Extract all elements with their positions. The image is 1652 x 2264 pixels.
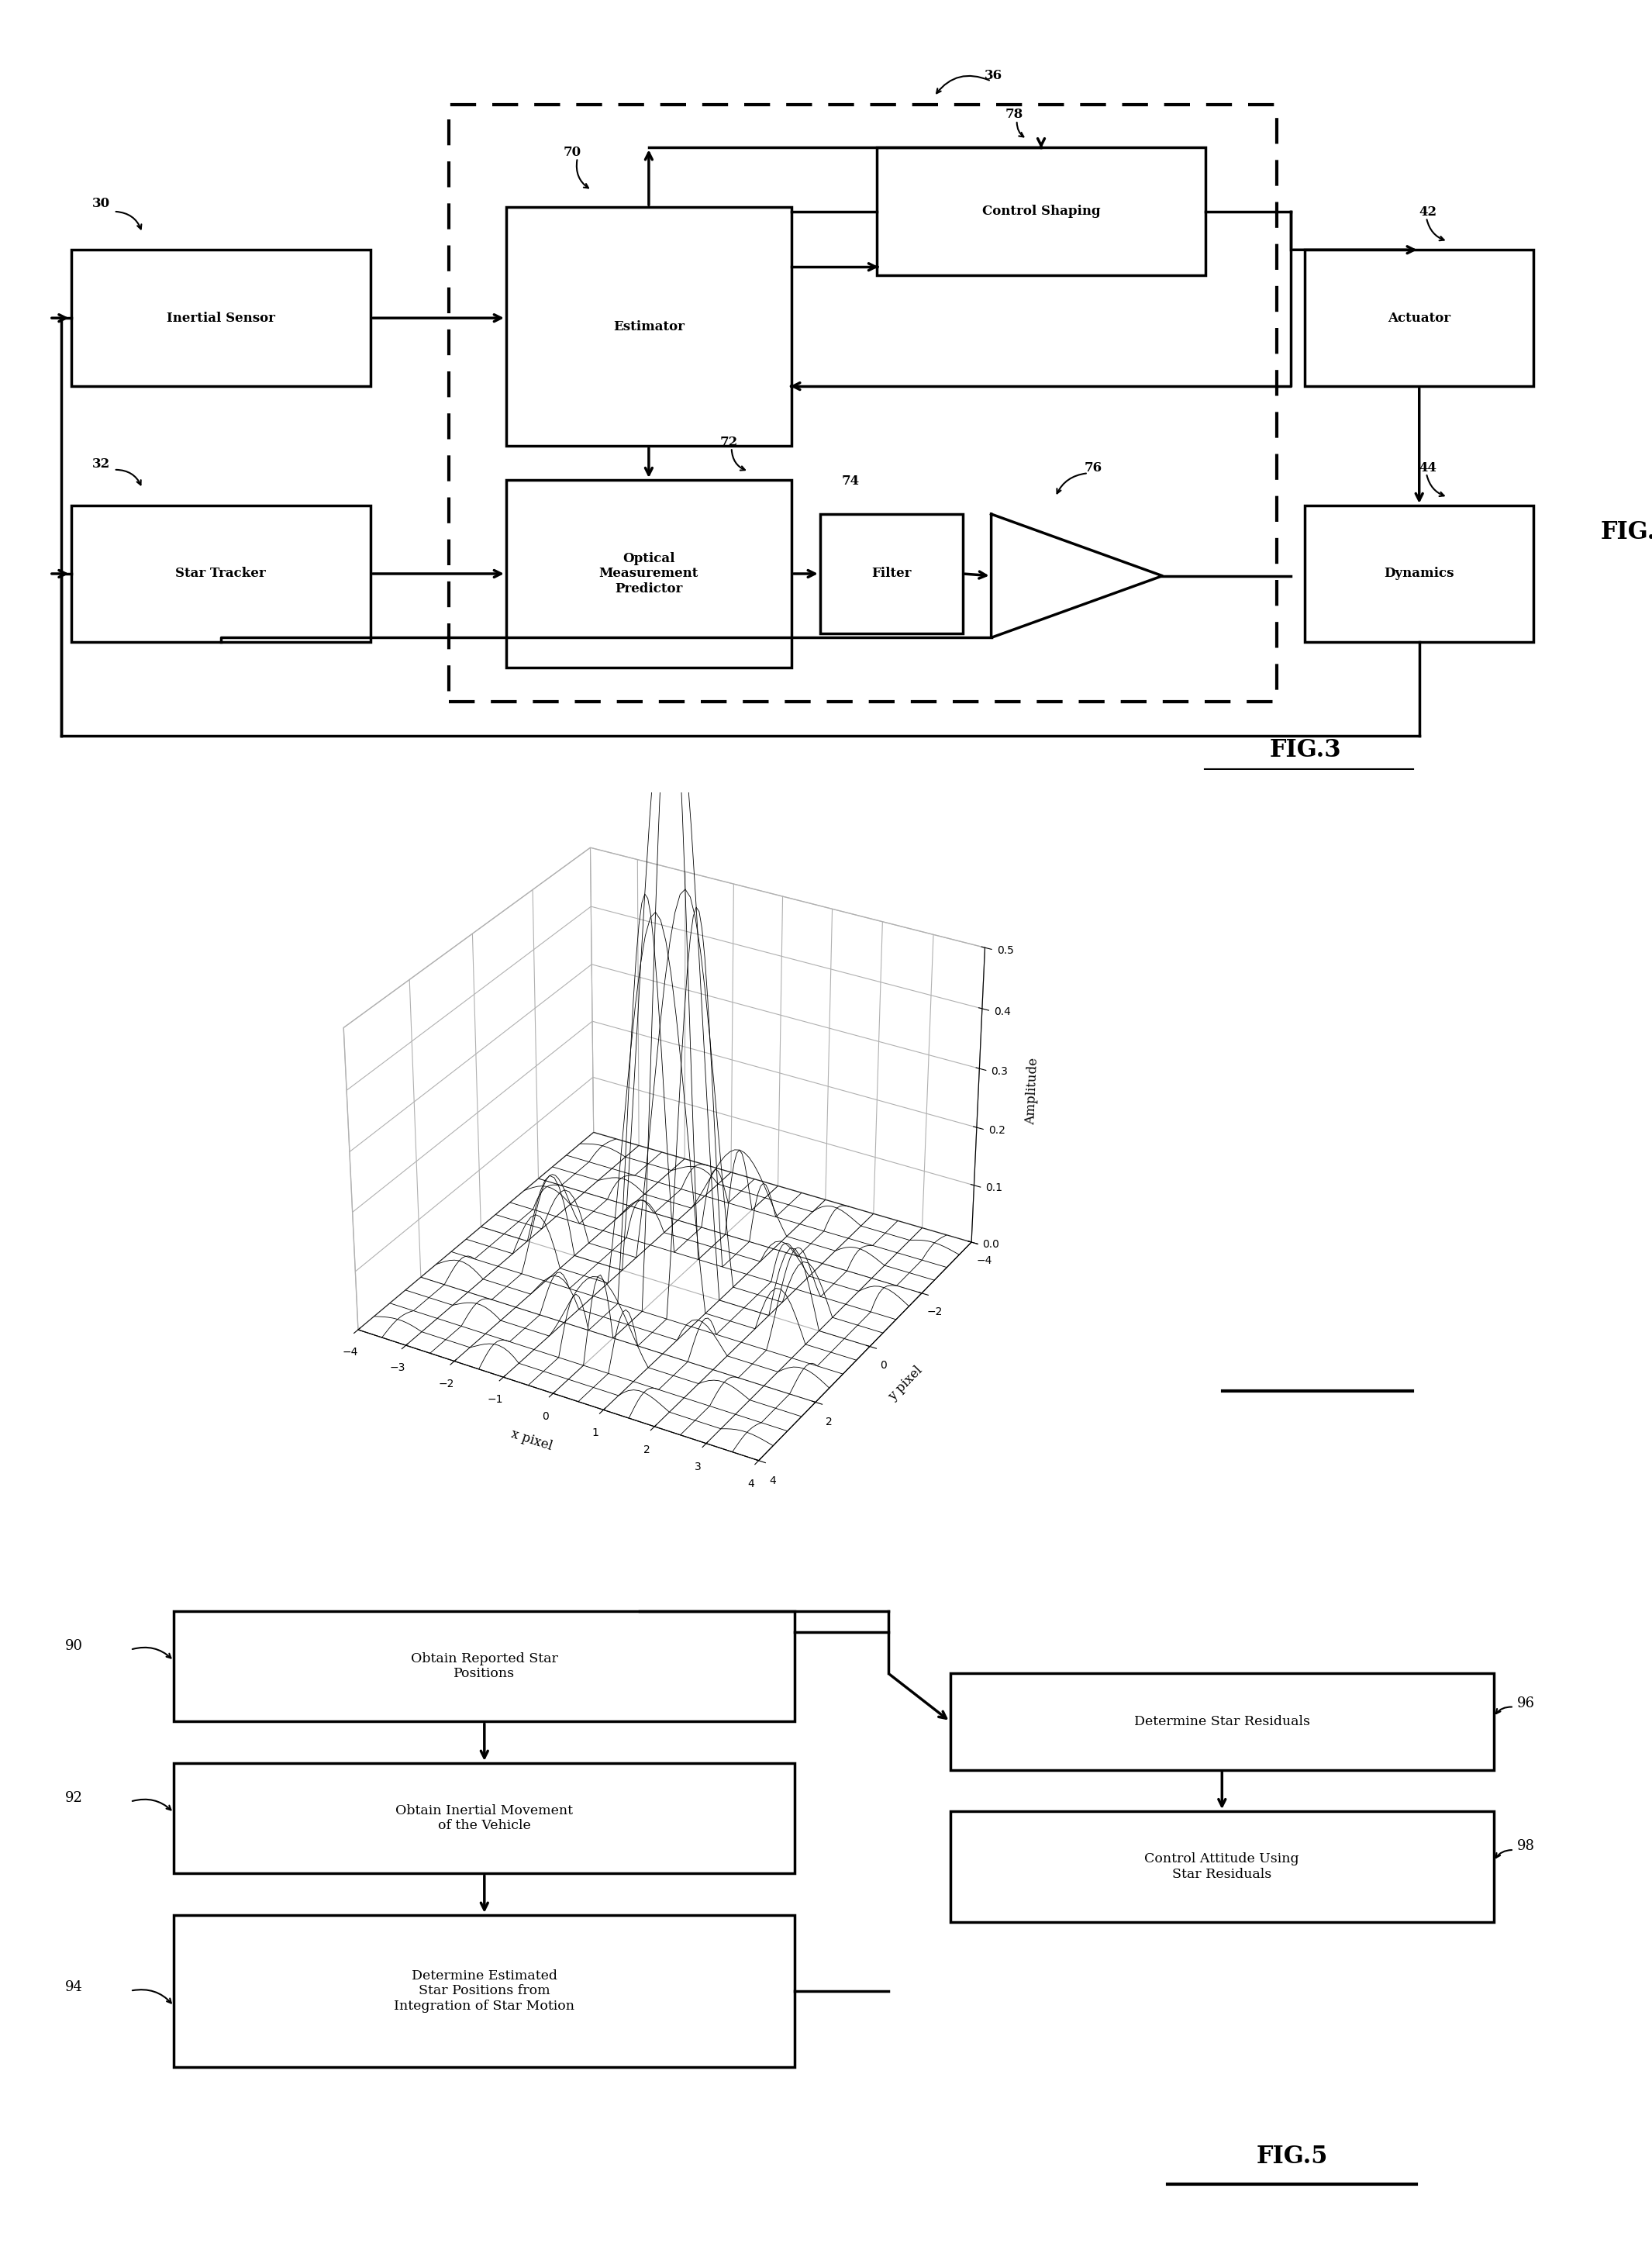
Text: Control Attitude Using
Star Residuals: Control Attitude Using Star Residuals (1145, 1852, 1300, 1881)
Bar (819, 514, 963, 634)
Text: Obtain Reported Star
Positions: Obtain Reported Star Positions (411, 1653, 558, 1680)
Bar (506, 208, 791, 446)
Text: 36: 36 (985, 70, 1003, 82)
Text: Filter: Filter (871, 568, 912, 580)
Bar (71, 249, 370, 387)
Text: FIG.5: FIG.5 (1256, 2144, 1328, 2169)
Text: 32: 32 (93, 457, 111, 471)
Text: Determine Star Residuals: Determine Star Residuals (1133, 1714, 1310, 1727)
Y-axis label: y pixel: y pixel (885, 1363, 925, 1404)
Text: Star Tracker: Star Tracker (175, 568, 266, 580)
Text: Dynamics: Dynamics (1384, 568, 1454, 580)
Bar (506, 480, 791, 668)
Text: 90: 90 (64, 1639, 83, 1653)
Text: Control Shaping: Control Shaping (981, 206, 1100, 217)
Text: Optical
Measurement
Predictor: Optical Measurement Predictor (600, 552, 699, 595)
Bar (71, 505, 370, 643)
Bar (1305, 505, 1533, 643)
Bar (449, 104, 1277, 702)
Text: Determine Estimated
Star Positions from
Integration of Star Motion: Determine Estimated Star Positions from … (395, 1970, 575, 2013)
Bar (877, 147, 1206, 276)
Bar (173, 1915, 795, 2067)
X-axis label: x pixel: x pixel (509, 1426, 553, 1453)
Bar (173, 1612, 795, 1721)
Polygon shape (991, 514, 1163, 638)
Text: 96: 96 (1517, 1696, 1535, 1709)
Text: 70: 70 (563, 145, 582, 158)
Bar (950, 1811, 1493, 1922)
Text: 74: 74 (841, 473, 859, 487)
Text: 78: 78 (1006, 109, 1024, 120)
Bar (950, 1673, 1493, 1770)
Text: FIG.4: FIG.4 (1601, 521, 1652, 543)
Text: 76: 76 (1084, 462, 1102, 475)
Text: Estimator: Estimator (613, 319, 684, 333)
Bar (173, 1764, 795, 1875)
Text: FIG.3: FIG.3 (1269, 738, 1341, 763)
Text: Actuator: Actuator (1388, 312, 1450, 324)
Text: 92: 92 (64, 1791, 83, 1804)
Text: 72: 72 (720, 435, 738, 448)
Text: 42: 42 (1419, 206, 1437, 220)
Text: Inertial Sensor: Inertial Sensor (167, 312, 274, 324)
Text: 98: 98 (1517, 1838, 1535, 1852)
Bar (1305, 249, 1533, 387)
Text: Obtain Inertial Movement
of the Vehicle: Obtain Inertial Movement of the Vehicle (395, 1804, 573, 1832)
Text: 94: 94 (64, 1981, 83, 1995)
Text: 44: 44 (1419, 462, 1437, 475)
Text: 30: 30 (93, 197, 111, 211)
